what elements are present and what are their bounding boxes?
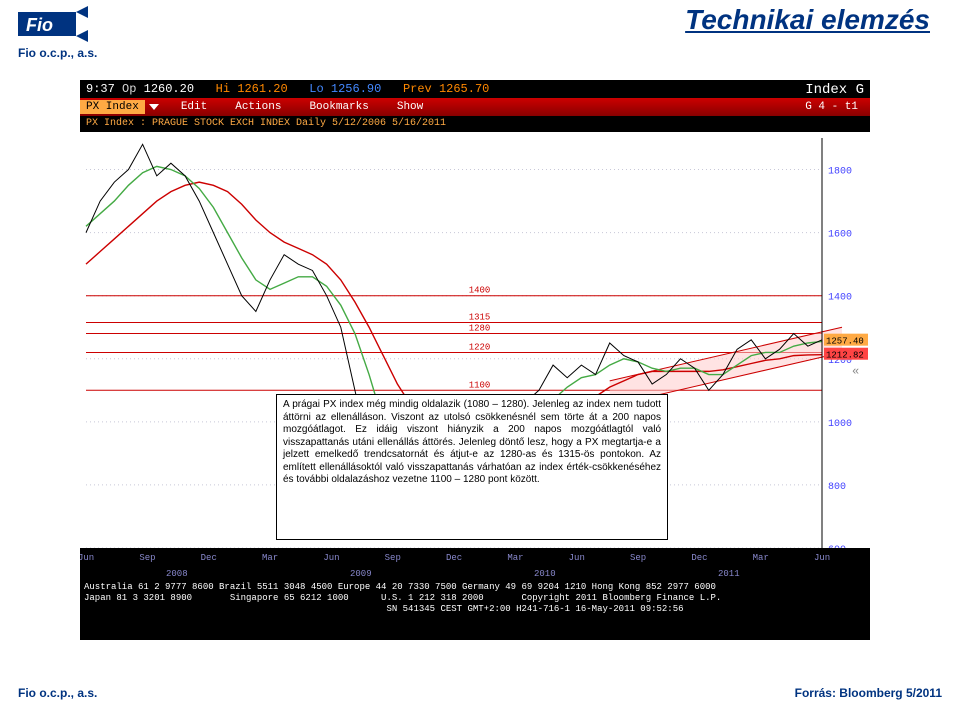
chart-info-bar: PX Index : PRAGUE STOCK EXCH INDEX Daily…	[80, 116, 870, 132]
svg-text:1257.40: 1257.40	[826, 337, 864, 347]
low-value: 1256.90	[331, 82, 381, 96]
high-value: 1261.20	[237, 82, 287, 96]
open-label: Op 1260.20	[122, 82, 194, 96]
quote-row: 9:37 Op 1260.20 Hi 1261.20 Lo 1256.90 Pr…	[80, 80, 870, 98]
svg-text:Jun: Jun	[323, 553, 339, 563]
security-field[interactable]: PX Index	[80, 100, 145, 114]
svg-text:Sep: Sep	[385, 553, 401, 563]
bloomberg-terminal: 9:37 Op 1260.20 Hi 1261.20 Lo 1256.90 Pr…	[80, 80, 870, 640]
high-label: Hi 1261.20	[216, 82, 288, 96]
open-value: 1260.20	[144, 82, 194, 96]
svg-text:1280: 1280	[469, 324, 491, 334]
footer-right: Forrás: Bloomberg 5/2011	[795, 686, 942, 700]
menu-edit[interactable]: Edit	[167, 101, 221, 113]
svg-text:Sep: Sep	[630, 553, 646, 563]
menu-show[interactable]: Show	[383, 101, 437, 113]
prev-value: 1265.70	[439, 82, 489, 96]
svg-text:1400: 1400	[469, 286, 491, 296]
svg-text:Dec: Dec	[691, 553, 707, 563]
svg-text:1600: 1600	[828, 230, 852, 241]
index-badge: Index G	[805, 82, 864, 98]
svg-text:Mar: Mar	[507, 553, 523, 563]
svg-text:1400: 1400	[828, 293, 852, 304]
chart-area[interactable]: 6008001000120014001600180014001315128012…	[80, 132, 870, 580]
svg-text:1100: 1100	[469, 380, 491, 390]
prev-label: Prev 1265.70	[403, 82, 489, 96]
analysis-annotation: A prágai PX index még mindig oldalazik (…	[276, 394, 668, 540]
svg-text:«: «	[852, 365, 859, 379]
svg-text:Mar: Mar	[753, 553, 769, 563]
company-name: Fio o.c.p., a.s.	[18, 46, 97, 60]
svg-text:Jun: Jun	[569, 553, 585, 563]
svg-text:1220: 1220	[469, 342, 491, 352]
terminal-toolbar: PX Index Edit Actions Bookmarks Show G 4…	[80, 98, 870, 116]
page-footer: Fio o.c.p., a.s. Forrás: Bloomberg 5/201…	[18, 686, 942, 700]
svg-text:1000: 1000	[828, 419, 852, 430]
page-title: Technikai elemzés	[685, 4, 930, 36]
svg-text:Fio: Fio	[26, 15, 53, 35]
svg-text:Sep: Sep	[139, 553, 155, 563]
svg-text:2009: 2009	[350, 569, 372, 579]
svg-text:2011: 2011	[718, 569, 740, 579]
terminal-footer: Australia 61 2 9777 8600 Brazil 5511 304…	[80, 580, 870, 640]
svg-text:Dec: Dec	[446, 553, 462, 563]
svg-text:Mar: Mar	[262, 553, 278, 563]
svg-text:2008: 2008	[166, 569, 188, 579]
page-indicator: G 4 - t1	[805, 101, 870, 113]
low-label: Lo 1256.90	[309, 82, 381, 96]
svg-text:1800: 1800	[828, 167, 852, 178]
svg-text:2010: 2010	[534, 569, 556, 579]
svg-text:Jun: Jun	[80, 553, 94, 563]
svg-text:1315: 1315	[469, 313, 491, 323]
quote-time: 9:37	[86, 82, 115, 96]
svg-text:800: 800	[828, 482, 846, 493]
footer-left: Fio o.c.p., a.s.	[18, 686, 97, 700]
svg-text:Dec: Dec	[201, 553, 217, 563]
svg-text:Jun: Jun	[814, 553, 830, 563]
svg-text:1212.82: 1212.82	[826, 351, 864, 361]
menu-bookmarks[interactable]: Bookmarks	[295, 101, 382, 113]
menu-actions[interactable]: Actions	[221, 101, 295, 113]
dropdown-icon[interactable]	[149, 104, 159, 110]
fio-logo: Fio	[18, 4, 88, 44]
